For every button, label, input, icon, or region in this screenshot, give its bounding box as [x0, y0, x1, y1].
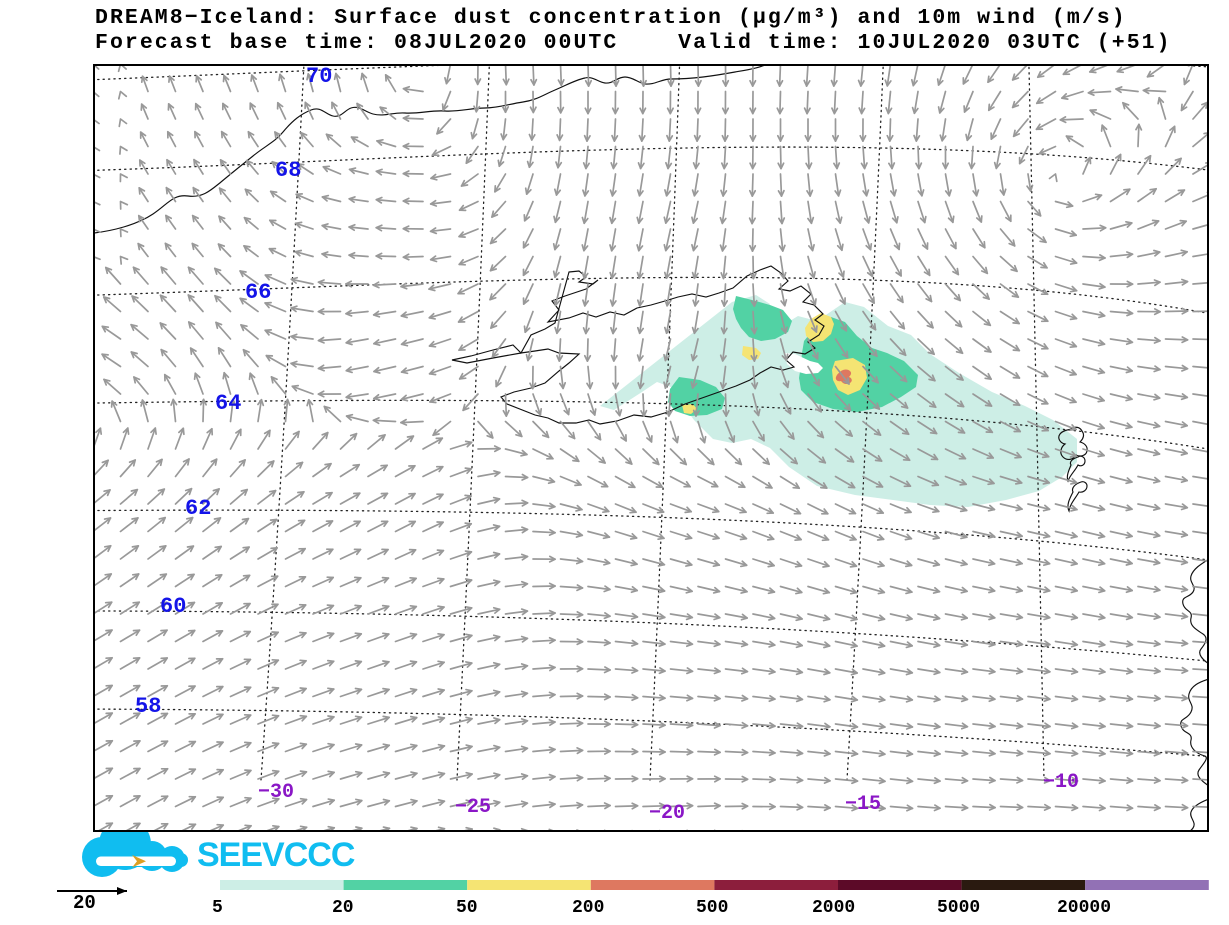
svg-text:20000: 20000: [1057, 898, 1111, 918]
svg-text:−20: −20: [649, 802, 685, 825]
svg-text:50: 50: [456, 898, 478, 918]
svg-text:500: 500: [696, 898, 728, 918]
svg-text:5000: 5000: [937, 898, 980, 918]
svg-text:66: 66: [245, 280, 271, 305]
svg-text:62: 62: [185, 496, 211, 521]
svg-text:58: 58: [135, 694, 161, 719]
svg-text:−30: −30: [258, 781, 294, 804]
svg-text:5: 5: [212, 898, 223, 918]
svg-text:−25: −25: [455, 796, 491, 819]
svg-text:68: 68: [275, 158, 301, 183]
svg-text:2000: 2000: [812, 898, 855, 918]
svg-text:70: 70: [306, 64, 332, 89]
svg-text:60: 60: [160, 594, 186, 619]
svg-text:20: 20: [73, 892, 96, 914]
svg-text:−10: −10: [1043, 771, 1079, 794]
svg-text:64: 64: [215, 391, 241, 416]
svg-text:SEEVCCC: SEEVCCC: [197, 836, 355, 874]
svg-text:20: 20: [332, 898, 354, 918]
svg-text:−15: −15: [845, 793, 881, 816]
svg-text:200: 200: [572, 898, 604, 918]
